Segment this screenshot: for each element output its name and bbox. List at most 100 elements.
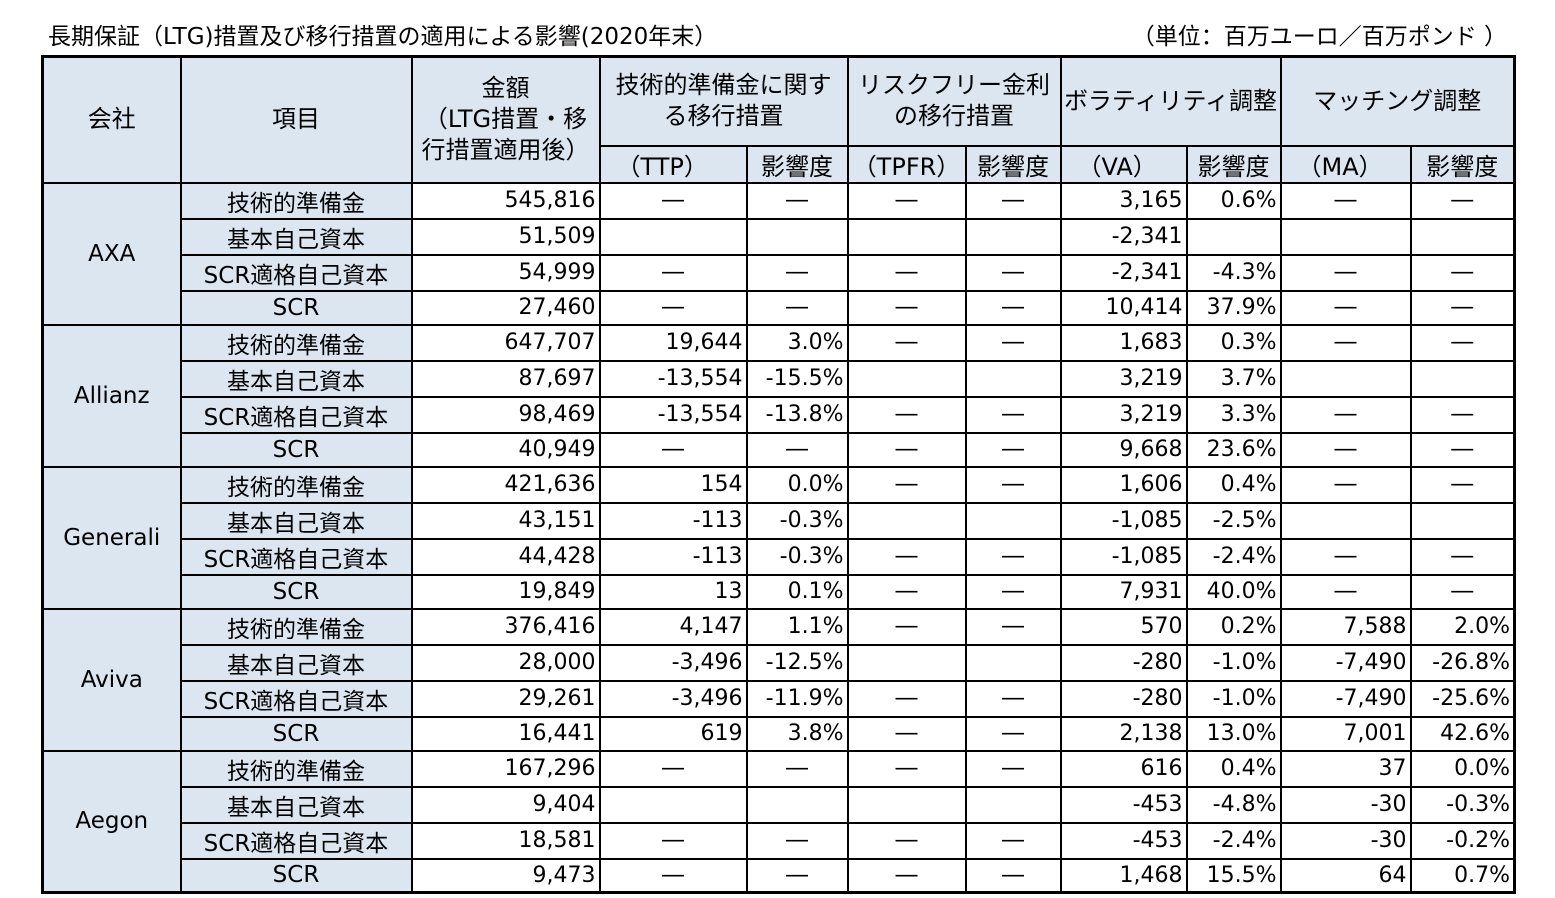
row-item: SCR bbox=[179, 431, 413, 468]
row-item: SCR bbox=[179, 715, 413, 752]
row-item: 基本自己資本 bbox=[179, 501, 413, 540]
ttp-impact-cell: -13.8% bbox=[745, 395, 849, 434]
ttp-cell: 19,644 bbox=[598, 323, 748, 362]
tpfr-cell: ― bbox=[846, 715, 967, 752]
ma-impact-cell: 0.0% bbox=[1409, 749, 1516, 788]
tpfr-cell: ― bbox=[846, 431, 967, 468]
ma-cell: 37 bbox=[1279, 749, 1412, 788]
tpfr-impact-cell bbox=[964, 643, 1062, 682]
tpfr-impact-cell: ― bbox=[964, 821, 1062, 860]
va-cell: -2,341 bbox=[1059, 217, 1188, 256]
ttp-impact-cell: ― bbox=[745, 857, 849, 894]
tpfr-cell bbox=[846, 643, 967, 682]
tpfr-cell bbox=[846, 359, 967, 398]
row-item: SCR適格自己資本 bbox=[179, 253, 413, 292]
table-row: SCR適格自己資本 44,428 -113 -0.3% ― ― -1,085 -… bbox=[43, 537, 1516, 576]
header-ma-impact: 影響度 bbox=[1409, 144, 1516, 184]
table-row: SCR適格自己資本 29,261 -3,496 -11.9% ― ― -280 … bbox=[43, 679, 1516, 718]
ma-impact-cell: -0.2% bbox=[1409, 821, 1516, 860]
table-row: SCR 19,849 13 0.1% ― ― 7,931 40.0% ― ― bbox=[43, 573, 1516, 610]
ma-impact-cell: ― bbox=[1409, 395, 1516, 434]
va-impact-cell: -1.0% bbox=[1185, 643, 1282, 682]
va-cell: -1,085 bbox=[1059, 537, 1188, 576]
row-item: 基本自己資本 bbox=[179, 217, 413, 256]
va-cell: 3,165 bbox=[1059, 181, 1188, 220]
amount-cell: 29,261 bbox=[410, 679, 601, 718]
row-item: 技術的準備金 bbox=[179, 465, 413, 504]
ma-cell: ― bbox=[1279, 253, 1412, 292]
table-title: 長期保証（LTG)措置及び移行措置の適用による影響(2020年末） bbox=[48, 24, 718, 50]
amount-cell: 9,404 bbox=[410, 785, 601, 824]
tpfr-cell bbox=[846, 501, 967, 540]
amount-cell: 87,697 bbox=[410, 359, 601, 398]
row-item: 技術的準備金 bbox=[179, 181, 413, 220]
tpfr-impact-cell: ― bbox=[964, 573, 1062, 610]
va-impact-cell: -4.8% bbox=[1185, 785, 1282, 824]
va-impact-cell: 3.7% bbox=[1185, 359, 1282, 398]
ma-cell: ― bbox=[1279, 537, 1412, 576]
tpfr-impact-cell: ― bbox=[964, 323, 1062, 362]
ma-impact-cell bbox=[1409, 217, 1516, 256]
va-cell: 1,683 bbox=[1059, 323, 1188, 362]
va-impact-cell: 3.3% bbox=[1185, 395, 1282, 434]
ma-cell: 7,001 bbox=[1279, 715, 1412, 752]
va-cell: 10,414 bbox=[1059, 289, 1188, 326]
row-item: SCR適格自己資本 bbox=[179, 821, 413, 860]
row-item: SCR適格自己資本 bbox=[179, 537, 413, 576]
va-impact-cell: 0.2% bbox=[1185, 607, 1282, 646]
va-cell: -280 bbox=[1059, 643, 1188, 682]
va-impact-cell: -2.4% bbox=[1185, 537, 1282, 576]
ttp-impact-cell: ― bbox=[745, 749, 849, 788]
ma-impact-cell: 0.7% bbox=[1409, 857, 1516, 894]
tpfr-impact-cell bbox=[964, 501, 1062, 540]
ttp-cell: 13 bbox=[598, 573, 748, 610]
amount-cell: 98,469 bbox=[410, 395, 601, 434]
amount-cell: 51,509 bbox=[410, 217, 601, 256]
ttp-cell: 4,147 bbox=[598, 607, 748, 646]
tpfr-impact-cell: ― bbox=[964, 465, 1062, 504]
tpfr-cell: ― bbox=[846, 749, 967, 788]
ttp-impact-cell: ― bbox=[745, 253, 849, 292]
header-tpfr-group: リスクフリー金利の移行措置 bbox=[846, 55, 1062, 147]
table-row: AXA 技術的準備金 545,816 ― ― ― ― 3,165 0.6% ― … bbox=[41, 181, 1516, 326]
table-row: SCR適格自己資本 54,999 ― ― ― ― -2,341 -4.3% ― … bbox=[43, 253, 1516, 292]
tpfr-cell: ― bbox=[846, 323, 967, 362]
ma-impact-cell bbox=[1409, 501, 1516, 540]
table-row: SCR適格自己資本 98,469 -13,554 -13.8% ― ― 3,21… bbox=[43, 395, 1516, 434]
va-impact-cell: -2.4% bbox=[1185, 821, 1282, 860]
va-impact-cell: 0.6% bbox=[1185, 181, 1282, 220]
tpfr-cell: ― bbox=[846, 289, 967, 326]
header-va: （VA） bbox=[1059, 144, 1188, 184]
table-row: SCR 9,473 ― ― ― ― 1,468 15.5% 64 0.7% bbox=[43, 857, 1516, 894]
amount-cell: 18,581 bbox=[410, 821, 601, 860]
ma-cell: -30 bbox=[1279, 785, 1412, 824]
ttp-cell: -113 bbox=[598, 537, 748, 576]
va-impact-cell: -4.3% bbox=[1185, 253, 1282, 292]
ma-impact-cell: ― bbox=[1409, 465, 1516, 504]
ma-cell: ― bbox=[1279, 395, 1412, 434]
tpfr-cell: ― bbox=[846, 465, 967, 504]
table-row: 基本自己資本 51,509 -2,341 bbox=[43, 217, 1516, 256]
va-impact-cell: 0.4% bbox=[1185, 749, 1282, 788]
tpfr-impact-cell: ― bbox=[964, 715, 1062, 752]
amount-cell: 647,707 bbox=[410, 323, 601, 362]
ma-impact-cell: ― bbox=[1409, 537, 1516, 576]
table-row: Aviva 技術的準備金 376,416 4,147 1.1% ― ― 570 … bbox=[41, 607, 1516, 752]
va-cell: 616 bbox=[1059, 749, 1188, 788]
header-ttp-group: 技術的準備金に関する移行措置 bbox=[598, 55, 849, 147]
company-name: Aegon bbox=[41, 749, 182, 894]
ttp-cell: 154 bbox=[598, 465, 748, 504]
tpfr-cell: ― bbox=[846, 607, 967, 646]
ma-cell: 64 bbox=[1279, 857, 1412, 894]
ma-impact-cell: ― bbox=[1409, 289, 1516, 326]
tpfr-cell: ― bbox=[846, 181, 967, 220]
header-ttp-impact: 影響度 bbox=[745, 144, 849, 184]
va-cell: -453 bbox=[1059, 821, 1188, 860]
table-row: Aegon 技術的準備金 167,296 ― ― ― ― 616 0.4% 37… bbox=[41, 749, 1516, 894]
tpfr-impact-cell: ― bbox=[964, 607, 1062, 646]
ttp-impact-cell: -15.5% bbox=[745, 359, 849, 398]
row-item: SCR適格自己資本 bbox=[179, 679, 413, 718]
amount-cell: 44,428 bbox=[410, 537, 601, 576]
ttp-impact-cell: 3.0% bbox=[745, 323, 849, 362]
ttp-impact-cell bbox=[745, 217, 849, 256]
